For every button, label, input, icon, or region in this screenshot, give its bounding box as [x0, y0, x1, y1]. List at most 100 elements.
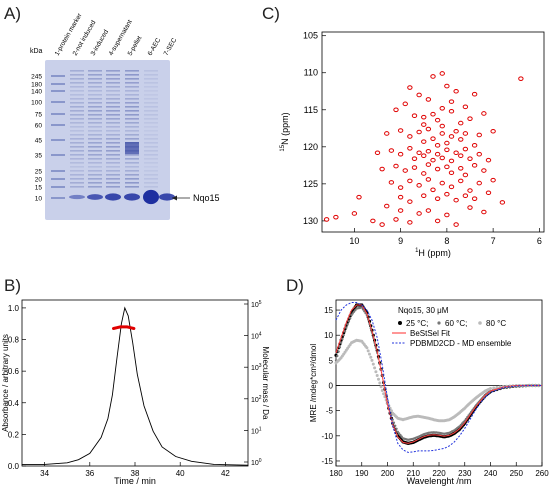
nmr-y-tick-label: 105: [303, 31, 318, 41]
ladder-band: [51, 186, 65, 188]
cd-point-80C: [365, 346, 369, 350]
smear-band: [106, 126, 120, 128]
sec-y2-tick-label: 104: [251, 332, 262, 341]
nmr-peak: [458, 120, 464, 126]
smear-band: [125, 162, 139, 164]
smear-band: [106, 118, 120, 120]
cd-point-60C: [342, 334, 345, 337]
cd-plot-frame: [335, 299, 543, 467]
nmr-peak: [434, 117, 441, 123]
kda-marker-label: 20: [35, 177, 43, 184]
nmr-peak: [434, 218, 441, 224]
sec-x-tick-label: 40: [176, 469, 185, 478]
sec-ticks: 34 36 38 40 42 0.0 0.2 0.4 0.6 0.8 1.0 100 101 102 103…: [8, 300, 262, 478]
nmr-peak: [434, 196, 441, 201]
gel-background: [45, 60, 170, 220]
nmr-peak: [434, 151, 441, 157]
nmr-peak: [411, 165, 418, 170]
smear-band: [144, 138, 158, 140]
smear-band: [88, 170, 102, 172]
smear-band: [125, 102, 139, 104]
sec-y-axis-left-label: Absorbance / arbitrary units: [1, 334, 10, 432]
ladder-band: [51, 178, 65, 180]
smear-band: [125, 110, 139, 112]
nmr-peak: [407, 199, 413, 204]
smear-band: [106, 182, 120, 184]
nmr-peak: [425, 177, 432, 182]
smear-band: [70, 126, 84, 128]
legend-md-label: PDBMD2CD - MD ensemble: [410, 339, 512, 348]
nmr-peak: [481, 209, 487, 215]
smear-band: [88, 118, 102, 120]
smear-band: [144, 154, 158, 156]
smear-band: [106, 186, 120, 188]
nmr-peak: [407, 145, 413, 151]
smear-band: [88, 162, 102, 164]
ladder-band: [51, 170, 65, 172]
smear-band: [125, 154, 139, 156]
smear-band: [125, 114, 139, 116]
sec-y2-tick-label: 101: [251, 426, 262, 435]
smear-band: [125, 174, 139, 176]
smear-band: [106, 122, 120, 124]
nmr-peak: [411, 113, 418, 119]
nmr-peak: [444, 83, 450, 89]
nmr-peak: [407, 134, 413, 139]
nmr-peak: [490, 128, 496, 134]
smear-band: [70, 142, 84, 144]
nmr-peak: [397, 128, 404, 133]
smear-band: [88, 142, 102, 144]
smear-band: [125, 134, 139, 136]
nmr-peak: [439, 123, 445, 129]
smear-band: [144, 178, 158, 180]
nmr-peak: [421, 122, 427, 127]
cd-point-60C: [346, 323, 349, 326]
ladder-band: [51, 139, 65, 141]
nmr-peak: [425, 162, 432, 167]
cd-x-tick-label: 250: [510, 469, 524, 478]
smear-band: [125, 122, 139, 124]
smear-band: [125, 98, 139, 100]
cd-point-60C: [349, 317, 352, 320]
sec-x-axis-label: Time / min: [114, 476, 156, 486]
cd-lines: [334, 302, 542, 453]
nmr-peak: [356, 194, 362, 200]
cd-point-60C: [396, 430, 399, 433]
nmr-y-tick-label: 120: [303, 142, 318, 152]
nmr-peak: [421, 153, 427, 159]
ladder-band: [51, 90, 65, 92]
nmr-peak: [379, 166, 385, 172]
smear-band: [70, 102, 84, 104]
nmr-peak: [448, 170, 455, 176]
smear-band: [144, 118, 158, 120]
nmr-peak: [393, 107, 399, 113]
kda-marker-label: 15: [35, 185, 43, 192]
nmr-peak: [518, 76, 524, 81]
nmr-y-tick-label: 115: [304, 105, 318, 115]
smear-band: [106, 82, 120, 84]
nmr-peak: [453, 222, 459, 227]
smear-band: [106, 134, 120, 136]
smear-band: [88, 98, 102, 100]
smear-band: [106, 130, 120, 132]
cd-x-tick-label: 180: [329, 469, 343, 478]
smear-band: [106, 98, 120, 100]
panel-c-letter: C): [262, 4, 280, 23]
nmr-peak: [425, 208, 432, 213]
cd-point-60C: [336, 354, 339, 358]
nmr-peak: [425, 97, 432, 102]
nmr-peak: [421, 114, 427, 120]
gel-lanes: [51, 70, 175, 205]
sec-y-tick-label: 0.4: [8, 399, 20, 408]
cd-x-tick-label: 200: [381, 469, 395, 478]
nmr-peak: [402, 101, 408, 107]
nmr-peak: [444, 140, 450, 146]
smear-band: [70, 118, 84, 120]
sec-y-tick-label: 1.0: [8, 304, 20, 313]
smear-band: [88, 78, 102, 80]
nmr-peak: [471, 163, 478, 168]
smear-band: [106, 90, 120, 92]
legend-fit-label: BeStSel Fit: [410, 329, 451, 338]
